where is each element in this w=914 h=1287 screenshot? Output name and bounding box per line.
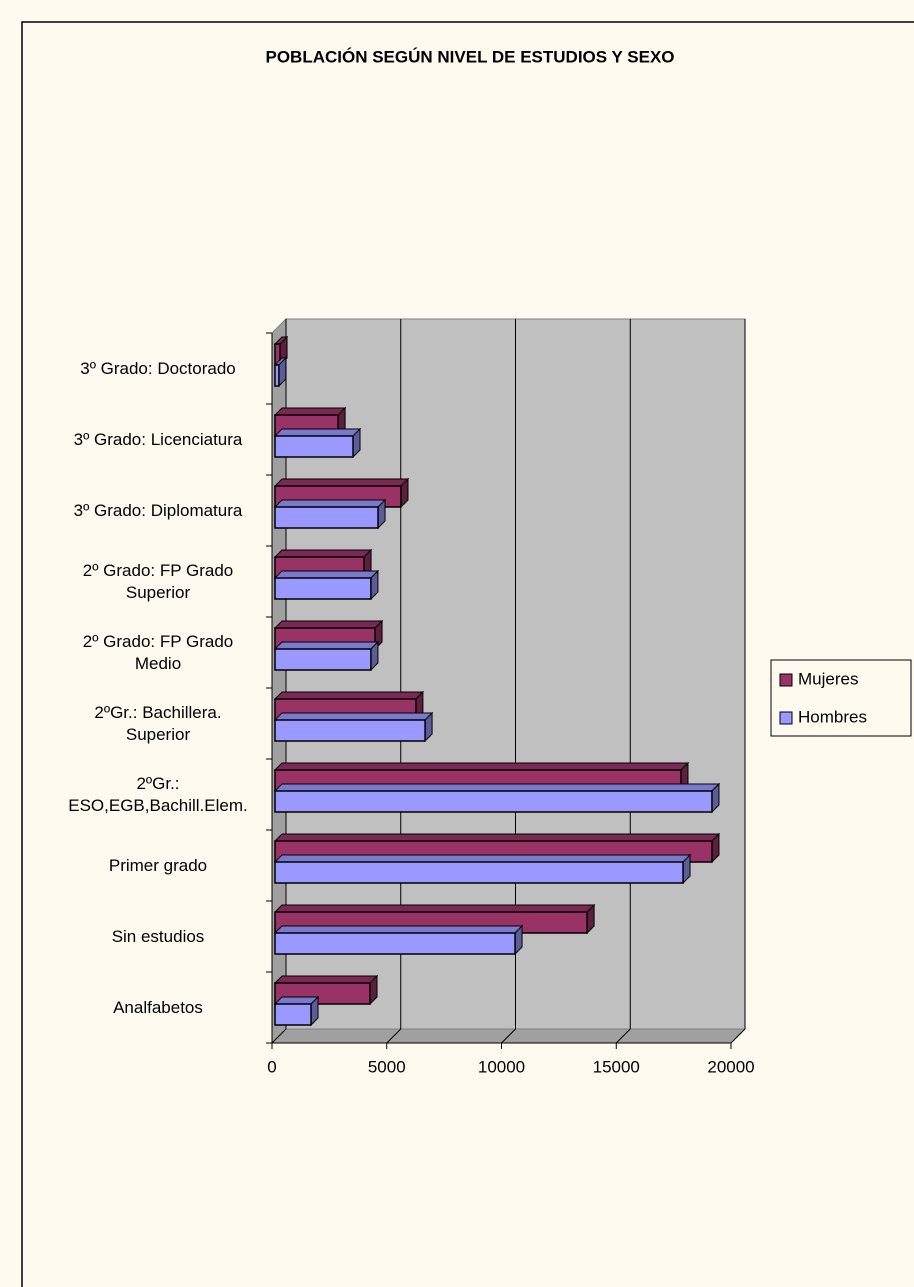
- y-tick-label: 3º Grado: Diplomatura: [73, 500, 243, 520]
- bar-top: [273, 428, 362, 437]
- grid-line: [615, 1028, 631, 1044]
- bar: [274, 648, 372, 671]
- bar-top: [273, 712, 434, 721]
- chart-title: POBLACIÓN SEGÚN NIVEL DE ESTUDIOS Y SEXO: [265, 47, 674, 66]
- bar-top: [273, 762, 690, 771]
- grid-line: [730, 1028, 746, 1044]
- grid-line: [271, 1028, 287, 1044]
- bar-top: [273, 975, 379, 984]
- x-tick-label: 5000: [368, 1057, 406, 1076]
- bar-top: [273, 925, 524, 934]
- x-tick-label: 20000: [707, 1057, 754, 1076]
- bar: [274, 861, 684, 884]
- y-tick-label: Sin estudios: [111, 926, 205, 946]
- bar-top: [273, 549, 373, 558]
- bar: [274, 1003, 312, 1026]
- grid-line: [386, 1028, 402, 1044]
- legend-swatch: [779, 673, 793, 687]
- bar-top: [273, 854, 692, 863]
- bar-top: [273, 499, 387, 508]
- y-tick-label: 2º Grado: FP Grado Superior: [82, 560, 234, 602]
- y-tick-label: 2º Grado: FP Grado Medio: [82, 631, 234, 673]
- y-tick-label: 2ºGr.: ESO,EGB,Bachill.Elem.: [68, 773, 248, 815]
- y-tick-label: 3º Grado: Licenciatura: [73, 429, 243, 449]
- bar: [274, 790, 713, 813]
- grid-line: [501, 1028, 516, 1044]
- legend-box: [770, 659, 912, 737]
- bar: [274, 435, 354, 458]
- bar: [274, 932, 516, 955]
- bar: [274, 577, 372, 600]
- legend-label: Hombres: [798, 707, 867, 726]
- y-tick-label: 2ºGr.: Bachillera. Superior: [94, 702, 222, 744]
- bar-top: [273, 783, 721, 792]
- bar: [274, 364, 280, 387]
- bar: [274, 719, 426, 742]
- y-tick-label: 3º Grado: Doctorado: [80, 358, 236, 378]
- bar-top: [273, 904, 596, 913]
- bar-top: [273, 833, 721, 842]
- x-tick-label: 0: [267, 1057, 276, 1076]
- y-tick-label: Primer grado: [108, 855, 208, 875]
- bar: [274, 506, 379, 529]
- legend-swatch: [779, 711, 793, 725]
- x-tick-label: 15000: [593, 1057, 640, 1076]
- bar-top: [273, 641, 380, 650]
- bar-top: [273, 478, 410, 487]
- bar-top: [273, 407, 347, 416]
- legend-label: Mujeres: [798, 669, 858, 688]
- x-tick-label: 10000: [478, 1057, 525, 1076]
- bar-top: [273, 570, 380, 579]
- bar-top: [273, 620, 384, 629]
- y-tick-label: Analfabetos: [113, 997, 203, 1017]
- bar-top: [273, 691, 425, 700]
